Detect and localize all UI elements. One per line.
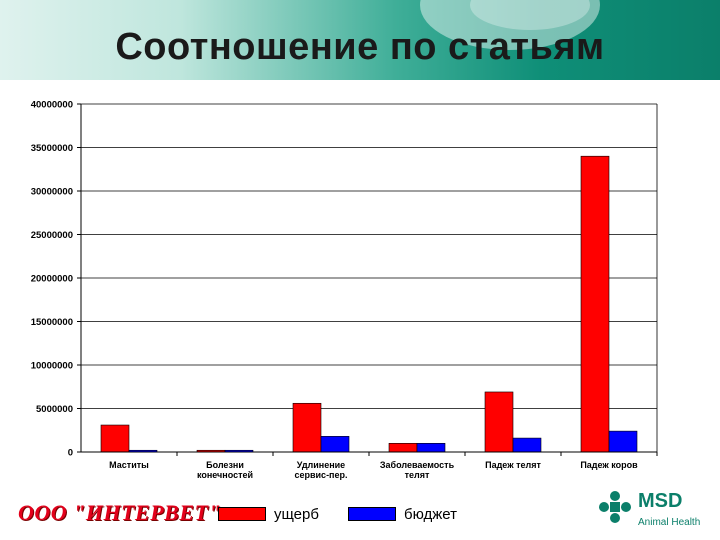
bar-budget [512,437,542,453]
bar-budget [320,436,350,453]
legend-label-damage: ущерб [274,505,319,523]
x-category-label: Падеж коров [580,460,638,470]
header-banner [0,0,720,80]
bar-damage [292,402,322,453]
x-category-label: Болезни [206,460,244,470]
bar-damage [580,155,610,453]
x-category-label: Заболеваемость [380,460,455,470]
y-tick-label: 5000000 [36,404,73,415]
x-category-label: сервис-пер. [294,470,347,480]
msd-name: MSD [638,490,683,512]
y-tick-label: 15000000 [31,317,73,328]
y-tick-label: 40000000 [31,100,73,111]
x-category-label: Маститы [109,460,149,470]
slide-title: Соотношение по статьям [115,26,605,68]
bar-damage [100,424,130,453]
legend-label-budget: бюджет [404,505,458,523]
msd-logo: MSD Animal Health [598,488,710,532]
x-category-label: конечностей [197,470,253,480]
bar-budget [608,430,638,453]
legend-swatch-budget [348,507,396,521]
legend-item-budget: бюджет [348,505,457,523]
x-category-label: Удлинение [297,460,345,470]
y-tick-label: 10000000 [31,361,73,372]
x-category-label: телят [405,470,430,480]
y-tick-label: 30000000 [31,187,73,198]
legend-item-damage: ущерб [218,505,319,523]
msd-mark-icon [599,491,631,523]
intervet-logo: ООО "ИНТЕРВЕТ" [18,500,222,525]
y-tick-label: 35000000 [31,143,73,154]
bar-chart: 0 5000000 10000000 15000000 20000000 25000000… [31,100,658,480]
bar-damage [388,442,418,453]
y-tick-label: 20000000 [31,274,73,285]
bar-damage [484,391,514,453]
y-tick-label: 25000000 [31,230,73,241]
y-tick-label: 0 [68,448,73,459]
x-category-label: Падеж телят [485,460,541,470]
legend-swatch-damage [218,507,266,521]
msd-subtitle: Animal Health [638,517,701,528]
bar-budget [416,442,446,453]
